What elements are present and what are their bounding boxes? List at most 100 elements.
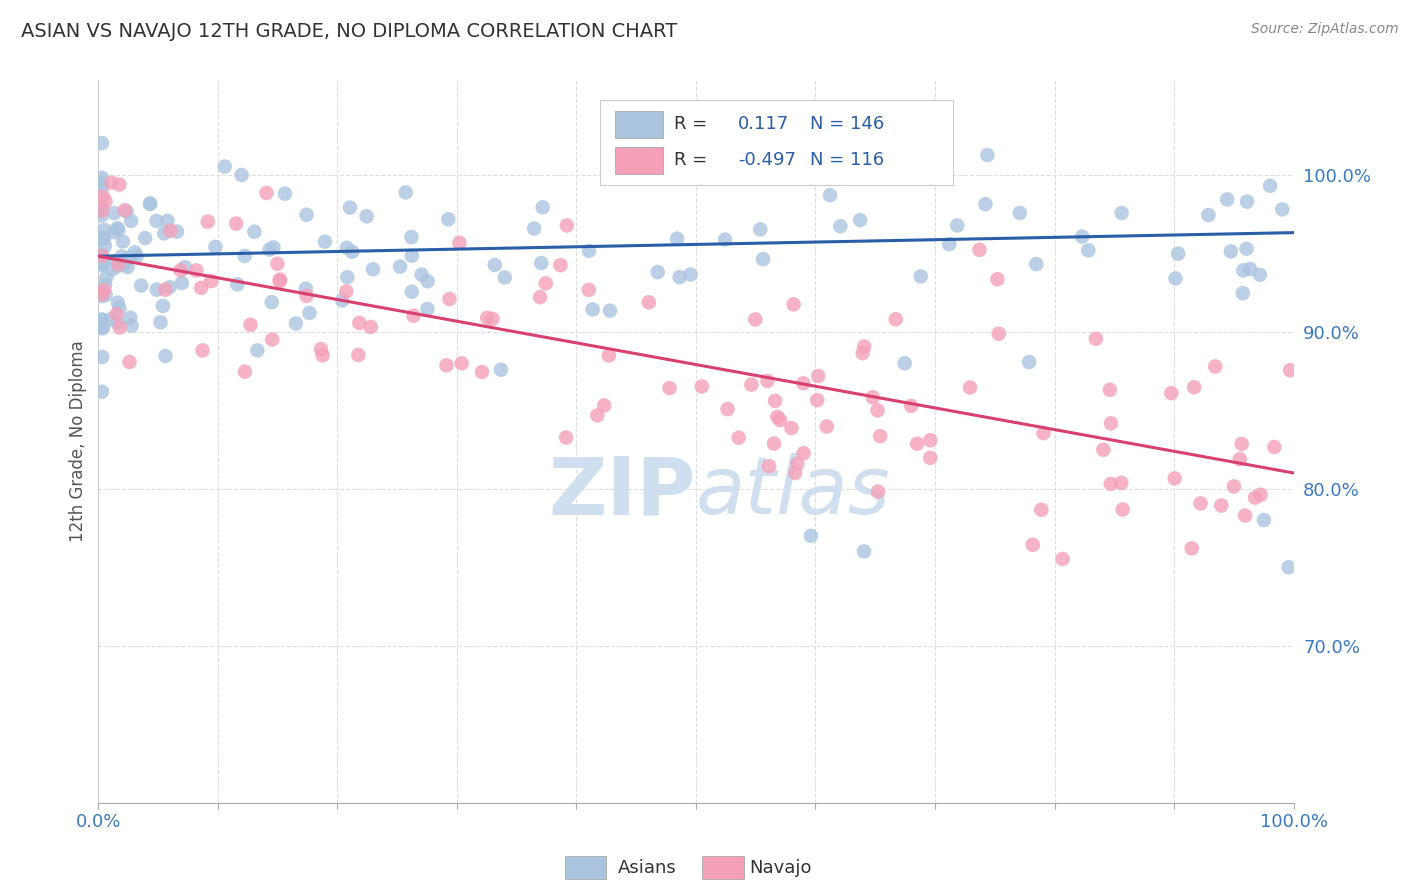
Point [782, 297, 804, 311]
Point [347, 348, 370, 362]
Point [578, 244, 600, 258]
Point [120, 310, 142, 325]
FancyBboxPatch shape [614, 111, 662, 138]
Point [174, 260, 197, 274]
Point [714, 233, 737, 247]
Point [1236, 242, 1258, 256]
Point [118, 251, 141, 265]
Point [91, 176, 114, 190]
Point [1204, 359, 1226, 374]
Point [494, 270, 516, 285]
Point [155, 283, 177, 297]
Point [1031, 502, 1053, 516]
Point [637, 295, 659, 310]
Point [905, 436, 928, 450]
Point [1271, 202, 1294, 217]
Point [756, 374, 779, 388]
Text: ZIP: ZIP [548, 453, 696, 531]
Point [436, 359, 458, 373]
Point [807, 369, 830, 384]
Point [1052, 552, 1074, 566]
Point [529, 290, 551, 304]
Point [114, 203, 136, 218]
Point [233, 249, 256, 263]
Point [246, 343, 269, 358]
Point [1022, 538, 1045, 552]
Point [893, 356, 915, 370]
Point [91, 252, 114, 267]
Point [96, 270, 118, 285]
Point [91, 249, 114, 263]
Point [104, 254, 127, 268]
Point [266, 257, 288, 271]
Point [91, 189, 114, 203]
Point [389, 260, 412, 274]
Point [91, 350, 114, 364]
Point [121, 318, 143, 333]
Point [91, 289, 114, 303]
Point [91, 181, 114, 195]
Point [758, 459, 780, 474]
Text: R =: R = [675, 115, 707, 133]
Point [91, 230, 114, 244]
Point [91, 384, 114, 399]
Point [118, 355, 141, 369]
Point [105, 221, 128, 235]
Point [93, 231, 115, 245]
Point [91, 257, 114, 271]
Point [1084, 332, 1107, 346]
Point [450, 356, 472, 370]
Point [186, 263, 208, 277]
Point [869, 429, 891, 443]
Point [91, 255, 114, 269]
Point [107, 257, 129, 271]
Point [740, 377, 762, 392]
Point [335, 285, 357, 299]
Point [91, 202, 114, 216]
Point [156, 214, 179, 228]
Point [894, 137, 917, 152]
Point [91, 284, 114, 298]
Point [100, 176, 122, 190]
Point [1099, 476, 1122, 491]
Point [1244, 491, 1267, 505]
Point [105, 307, 128, 321]
Point [416, 301, 439, 316]
Point [361, 262, 384, 277]
Point [1229, 452, 1251, 467]
Point [1223, 479, 1246, 493]
Point [849, 213, 872, 227]
Point [830, 219, 852, 234]
Point [145, 214, 167, 228]
FancyBboxPatch shape [565, 855, 606, 879]
Point [115, 204, 138, 219]
Point [91, 136, 114, 150]
Point [402, 309, 425, 323]
Point [1253, 513, 1275, 527]
Point [1239, 262, 1261, 277]
Point [489, 362, 512, 376]
Point [598, 349, 620, 363]
Point [1008, 206, 1031, 220]
Point [295, 208, 318, 222]
Text: Navajo: Navajo [749, 859, 813, 877]
Point [1032, 426, 1054, 441]
Text: Source: ZipAtlas.com: Source: ZipAtlas.com [1251, 22, 1399, 37]
Point [766, 409, 789, 424]
Point [1164, 271, 1187, 285]
Point [105, 260, 128, 274]
Point [139, 196, 162, 211]
Point [339, 201, 361, 215]
Point [416, 274, 439, 288]
Point [225, 217, 247, 231]
Point [1018, 355, 1040, 369]
Point [793, 446, 815, 460]
Point [976, 148, 998, 162]
Point [103, 225, 125, 239]
Point [124, 245, 146, 260]
Point [145, 283, 167, 297]
Point [153, 227, 176, 241]
Point [862, 390, 884, 404]
Point [815, 419, 838, 434]
Text: -0.497: -0.497 [738, 152, 796, 169]
